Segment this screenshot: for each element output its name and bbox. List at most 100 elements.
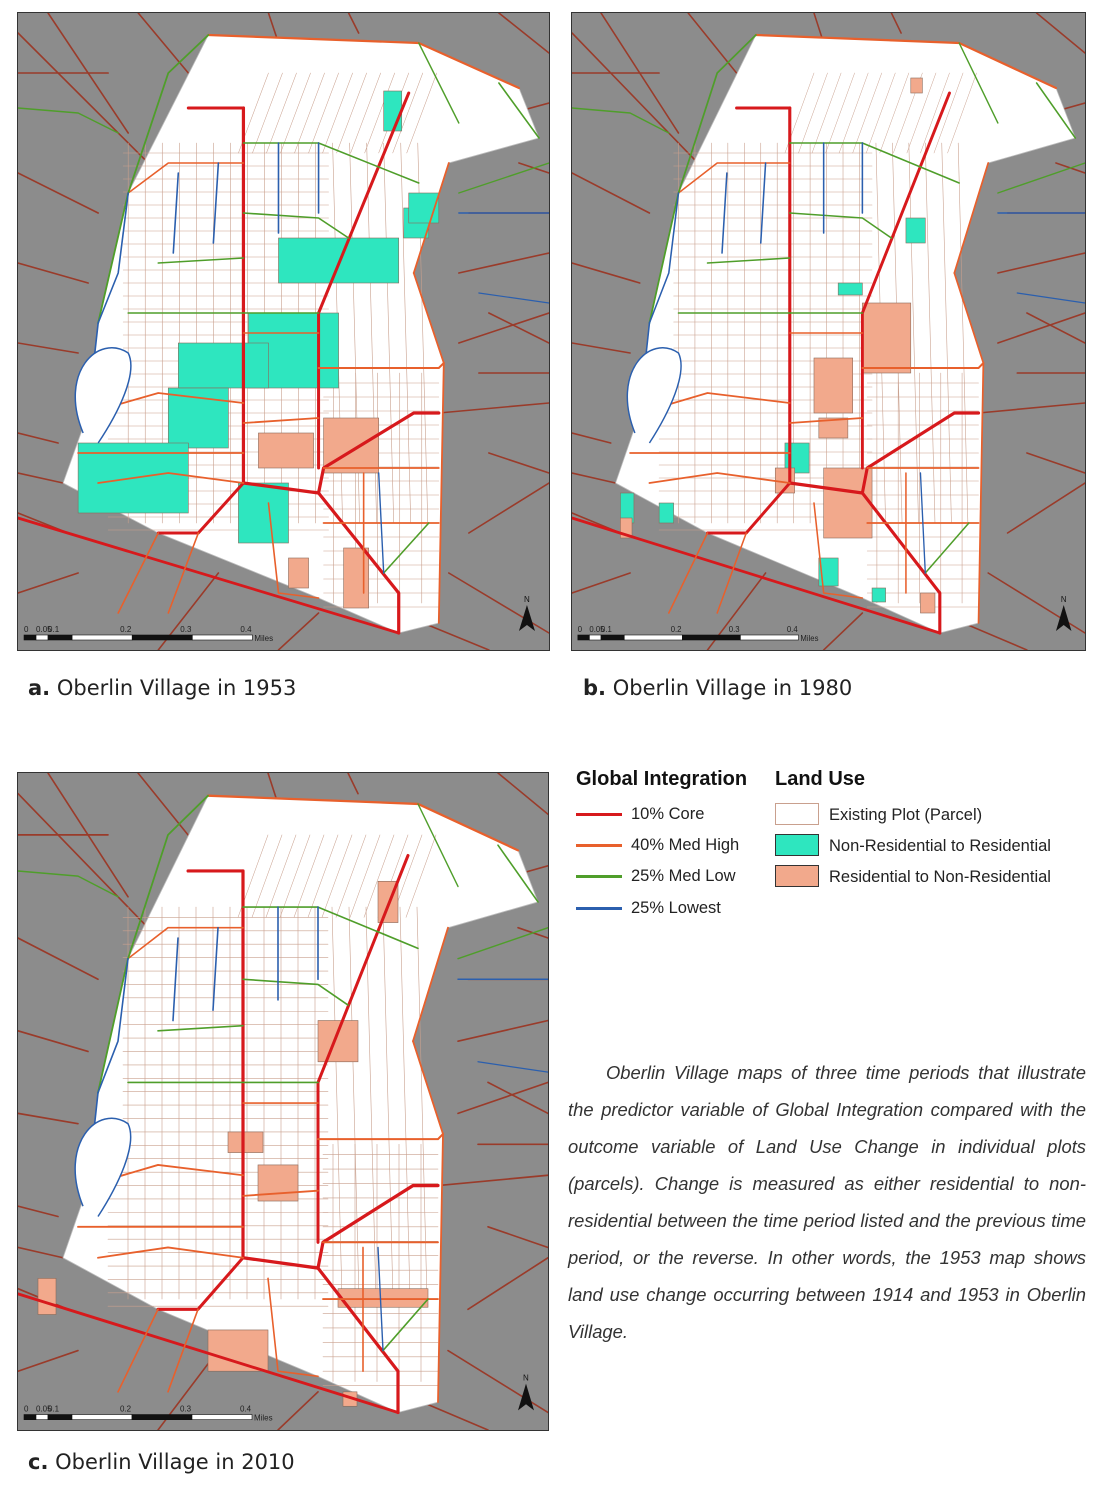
parcel-res-to-nonres bbox=[818, 417, 849, 439]
map-caption-letter: c. bbox=[28, 1450, 49, 1474]
parcel-res-to-nonres bbox=[620, 517, 633, 539]
scale-bar-segment bbox=[623, 634, 683, 641]
road-background bbox=[1026, 312, 1085, 344]
parcel-line bbox=[350, 72, 381, 154]
road-high bbox=[668, 532, 709, 614]
legend-landuse-title: Land Use bbox=[775, 768, 866, 790]
scale-bar-tick-label: 0.05 bbox=[36, 625, 52, 634]
parcel-line bbox=[852, 72, 882, 154]
scale-bar-segment bbox=[740, 634, 799, 641]
parcel-res-to-nonres bbox=[337, 1288, 429, 1308]
road-high bbox=[267, 1277, 319, 1378]
parcel-line bbox=[280, 72, 311, 154]
parcel-nonres-to-res bbox=[818, 557, 839, 587]
road-high bbox=[953, 162, 990, 274]
parcel-res-to-nonres bbox=[920, 592, 936, 614]
road-background bbox=[997, 252, 1085, 274]
legend-label: 25% Med Low bbox=[631, 867, 736, 885]
parcel-line bbox=[383, 142, 395, 524]
road-lowest bbox=[919, 472, 926, 574]
parcel-line bbox=[400, 142, 412, 524]
road-lowest bbox=[97, 957, 129, 1094]
road-background bbox=[1006, 482, 1085, 534]
parcel-res-to-nonres bbox=[258, 432, 314, 469]
road-core bbox=[18, 1292, 400, 1414]
parcel-line bbox=[906, 72, 937, 154]
scale-bar-tick-label: 0.1 bbox=[48, 625, 60, 634]
road-background bbox=[572, 472, 617, 484]
road-background bbox=[1026, 452, 1085, 474]
scale-bar-segment bbox=[600, 634, 625, 641]
legend-label: Residential to Non-Residential bbox=[829, 868, 1051, 886]
parcel-res-to-nonres bbox=[37, 1278, 57, 1315]
road-low bbox=[497, 844, 539, 903]
road-background bbox=[467, 1256, 548, 1311]
parcel-res-to-nonres bbox=[862, 302, 912, 374]
north-arrow-icon: N bbox=[518, 595, 535, 631]
scale-bar-segment bbox=[35, 1414, 49, 1420]
scale-bar-unit: Miles bbox=[800, 634, 818, 643]
north-arrow-shape bbox=[518, 605, 535, 631]
map-panel-1980: 0 0.05 0.1 0.2 0.3 0.4 Miles N bbox=[571, 12, 1086, 651]
road-core bbox=[788, 106, 981, 495]
road-low bbox=[382, 522, 430, 574]
legend-swatch-existing-plot bbox=[775, 803, 819, 825]
road-high bbox=[242, 1189, 319, 1197]
north-arrow-icon: N bbox=[1055, 595, 1072, 631]
north-arrow-shape bbox=[1055, 605, 1072, 631]
parcel-line bbox=[399, 906, 411, 1300]
road-background bbox=[458, 252, 549, 274]
road-background bbox=[18, 472, 64, 484]
scale-bar-tick-label: 0.3 bbox=[180, 1404, 192, 1413]
road-low bbox=[242, 212, 350, 239]
road-background bbox=[137, 13, 190, 74]
road-low bbox=[157, 1024, 244, 1032]
parcel-nonres-to-res bbox=[905, 217, 926, 244]
scale-bar-tick-label: 0.4 bbox=[787, 625, 798, 634]
north-arrow-icon: N bbox=[518, 1373, 534, 1411]
road-high bbox=[861, 362, 985, 369]
road-low bbox=[498, 82, 540, 139]
map-caption-title: Oberlin Village in 1953 bbox=[56, 676, 297, 700]
parcel-nonres-to-res bbox=[871, 587, 886, 603]
road-high bbox=[117, 532, 160, 614]
legend-line-med-high bbox=[576, 844, 622, 847]
road-background bbox=[457, 1081, 548, 1115]
legend-label: 10% Core bbox=[631, 805, 705, 823]
parcel-line bbox=[365, 906, 377, 1300]
road-lowest bbox=[721, 172, 728, 254]
map-caption-title: Oberlin Village in 1980 bbox=[612, 676, 853, 700]
road-background bbox=[600, 13, 680, 134]
road-background bbox=[572, 432, 612, 444]
north-arrow-shape bbox=[518, 1383, 534, 1411]
parcel-line bbox=[838, 72, 869, 154]
map-caption-title: Oberlin Village in 2010 bbox=[55, 1450, 295, 1474]
road-background bbox=[18, 1112, 79, 1125]
road-high bbox=[412, 1040, 444, 1404]
road-lowest bbox=[74, 347, 132, 444]
parcel-nonres-to-res bbox=[837, 282, 863, 296]
scale-bar-tick-label: 0.2 bbox=[120, 1404, 132, 1413]
road-background bbox=[497, 773, 548, 816]
scale-bar-segment bbox=[23, 1414, 37, 1420]
parcel-line bbox=[265, 834, 297, 918]
legend-line-med-low bbox=[576, 875, 622, 878]
road-high bbox=[716, 532, 748, 614]
road-high bbox=[648, 472, 791, 484]
road-background bbox=[137, 773, 189, 836]
road-core bbox=[241, 106, 441, 495]
road-low bbox=[417, 803, 459, 888]
parcel-line bbox=[798, 72, 828, 154]
road-background bbox=[277, 1391, 319, 1430]
road-high bbox=[317, 362, 445, 369]
road-outer-green bbox=[18, 107, 119, 134]
road-high bbox=[242, 417, 320, 424]
legend-line-core bbox=[576, 813, 622, 816]
road-high bbox=[412, 272, 445, 624]
figure-description: Oberlin Village maps of three time perio… bbox=[568, 1062, 1086, 1343]
parcel-res-to-nonres bbox=[257, 1164, 299, 1202]
parcel-res-to-nonres bbox=[910, 77, 923, 94]
road-background bbox=[18, 262, 89, 284]
